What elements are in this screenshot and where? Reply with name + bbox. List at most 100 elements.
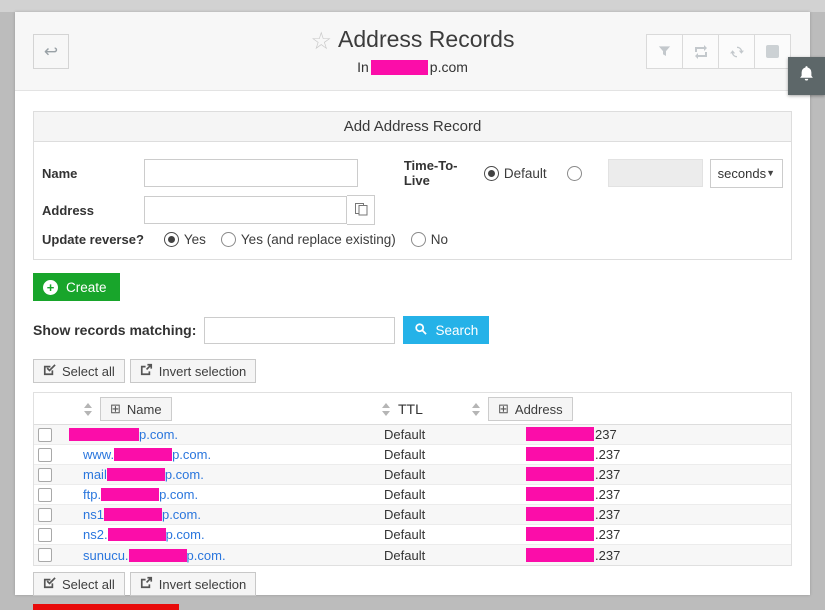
page-title: Address Records <box>338 26 515 52</box>
record-name-prefix: mail <box>83 467 107 482</box>
update-reverse-replace-radio[interactable] <box>220 232 236 247</box>
column-header-address[interactable]: ⊞ Address <box>488 397 573 421</box>
paste-address-button[interactable] <box>347 195 375 225</box>
update-reverse-no-label: No <box>430 232 449 247</box>
row-checkbox[interactable] <box>38 548 52 562</box>
sort-name-icon[interactable] <box>84 402 92 416</box>
record-link[interactable]: p.com. <box>69 427 179 442</box>
row-checkbox[interactable] <box>38 527 52 542</box>
record-link[interactable]: ns2. p.com. <box>83 527 205 542</box>
arrow-out-square-icon <box>140 363 159 379</box>
sort-ttl-icon[interactable] <box>382 402 390 416</box>
sort-address-icon[interactable] <box>472 402 480 416</box>
ttl-label: Time-To-Live <box>403 158 458 188</box>
page-title-row: ☆ Address Records <box>15 26 810 56</box>
row-checkbox[interactable] <box>38 447 52 462</box>
header-toolbar <box>646 34 791 69</box>
update-reverse-replace-label: Yes (and replace existing) <box>240 232 396 247</box>
bell-icon <box>798 65 815 87</box>
select-all-button[interactable]: Select all <box>33 359 125 383</box>
record-ttl: Default <box>384 547 426 563</box>
record-name-prefix: sunucu. <box>83 547 129 563</box>
record-address: .237 <box>524 507 791 522</box>
redacted-address <box>526 447 594 461</box>
repeat-button[interactable] <box>682 34 719 69</box>
record-address-suffix: .237 <box>595 547 621 563</box>
table-row: ns2. p.com. Default .237 <box>34 525 791 545</box>
record-name-suffix: p.com. <box>172 447 212 462</box>
search-icon <box>414 322 435 339</box>
address-field[interactable] <box>144 196 347 224</box>
select-all-label: Select all <box>62 576 115 592</box>
table-header: ⊞ Name TTL ⊞ Address <box>34 393 791 425</box>
record-address-suffix: .237 <box>595 487 621 502</box>
redacted-name <box>103 508 162 521</box>
create-button[interactable]: + Create <box>33 273 120 301</box>
select-all-label: Select all <box>62 363 115 379</box>
record-link[interactable]: mail p.com. <box>83 467 204 482</box>
update-reverse-no-radio[interactable] <box>410 232 426 247</box>
record-name-suffix: p.com. <box>159 487 199 502</box>
search-button[interactable]: Search <box>403 316 490 344</box>
check-square-icon <box>43 576 62 592</box>
update-reverse-yes-radio[interactable] <box>163 232 179 247</box>
record-address: .237 <box>524 547 791 563</box>
plus-circle-icon: + <box>43 279 58 295</box>
row-checkbox[interactable] <box>38 467 52 482</box>
subtitle-prefix: In <box>357 59 369 75</box>
address-column-label: Address <box>514 401 563 417</box>
filter-icon <box>657 44 672 59</box>
ttl-unit-select[interactable]: seconds ▼ <box>709 158 783 188</box>
arrow-out-square-icon <box>140 576 159 592</box>
search-input[interactable] <box>204 316 396 344</box>
redacted-address <box>526 547 594 562</box>
star-icon[interactable]: ☆ <box>310 28 333 55</box>
ttl-custom-radio[interactable] <box>566 165 582 181</box>
refresh-button[interactable] <box>718 34 755 69</box>
name-column-label: Name <box>126 401 162 417</box>
invert-selection-button[interactable]: Invert selection <box>129 359 257 383</box>
redacted-name <box>114 448 173 461</box>
redacted-domain <box>370 60 428 75</box>
search-label: Show records matching: <box>33 322 197 338</box>
record-name-prefix: ns1 <box>83 507 104 522</box>
row-checkbox[interactable] <box>38 507 52 522</box>
create-button-label: Create <box>66 279 107 295</box>
record-ttl: Default <box>384 507 426 522</box>
refresh-icon <box>729 44 745 60</box>
notifications-bell-button[interactable] <box>788 57 825 95</box>
record-address-suffix: .237 <box>595 507 621 522</box>
record-ttl: Default <box>384 447 426 462</box>
stop-icon <box>766 45 779 58</box>
delete-selected-button[interactable]: ✕ Delete Selected <box>33 604 179 610</box>
address-label: Address <box>42 202 95 218</box>
update-reverse-yes-label: Yes <box>183 232 206 247</box>
row-checkbox[interactable] <box>38 487 52 502</box>
ttl-custom-field[interactable] <box>607 159 703 187</box>
redacted-name <box>69 428 139 441</box>
back-button[interactable]: ↩ <box>33 34 69 69</box>
filter-button[interactable] <box>646 34 683 69</box>
column-header-name[interactable]: ⊞ Name <box>100 397 172 421</box>
plus-square-icon: ⊞ <box>498 401 509 416</box>
stop-button[interactable] <box>754 34 791 69</box>
record-link[interactable]: www. p.com. <box>83 447 211 462</box>
record-name-suffix: p.com. <box>164 467 204 482</box>
record-name-suffix: p.com. <box>139 427 179 442</box>
invert-selection-button[interactable]: Invert selection <box>129 572 257 596</box>
name-field[interactable] <box>144 159 358 187</box>
row-checkbox[interactable] <box>38 427 52 442</box>
record-link[interactable]: ns1 p.com. <box>83 507 201 522</box>
table-row: p.com. Default 237 <box>34 425 791 445</box>
redacted-name <box>101 488 160 501</box>
record-link[interactable]: ftp. p.com. <box>83 487 198 502</box>
select-all-button[interactable]: Select all <box>33 572 125 596</box>
record-address: .237 <box>524 487 791 502</box>
record-address: 237 <box>524 427 791 442</box>
ttl-default-radio[interactable] <box>483 165 499 181</box>
search-button-label: Search <box>435 322 479 338</box>
record-link[interactable]: sunucu. p.com. <box>83 548 226 563</box>
column-header-ttl[interactable]: TTL <box>398 401 423 417</box>
redacted-address <box>526 467 594 481</box>
record-address-suffix: .237 <box>595 527 621 542</box>
